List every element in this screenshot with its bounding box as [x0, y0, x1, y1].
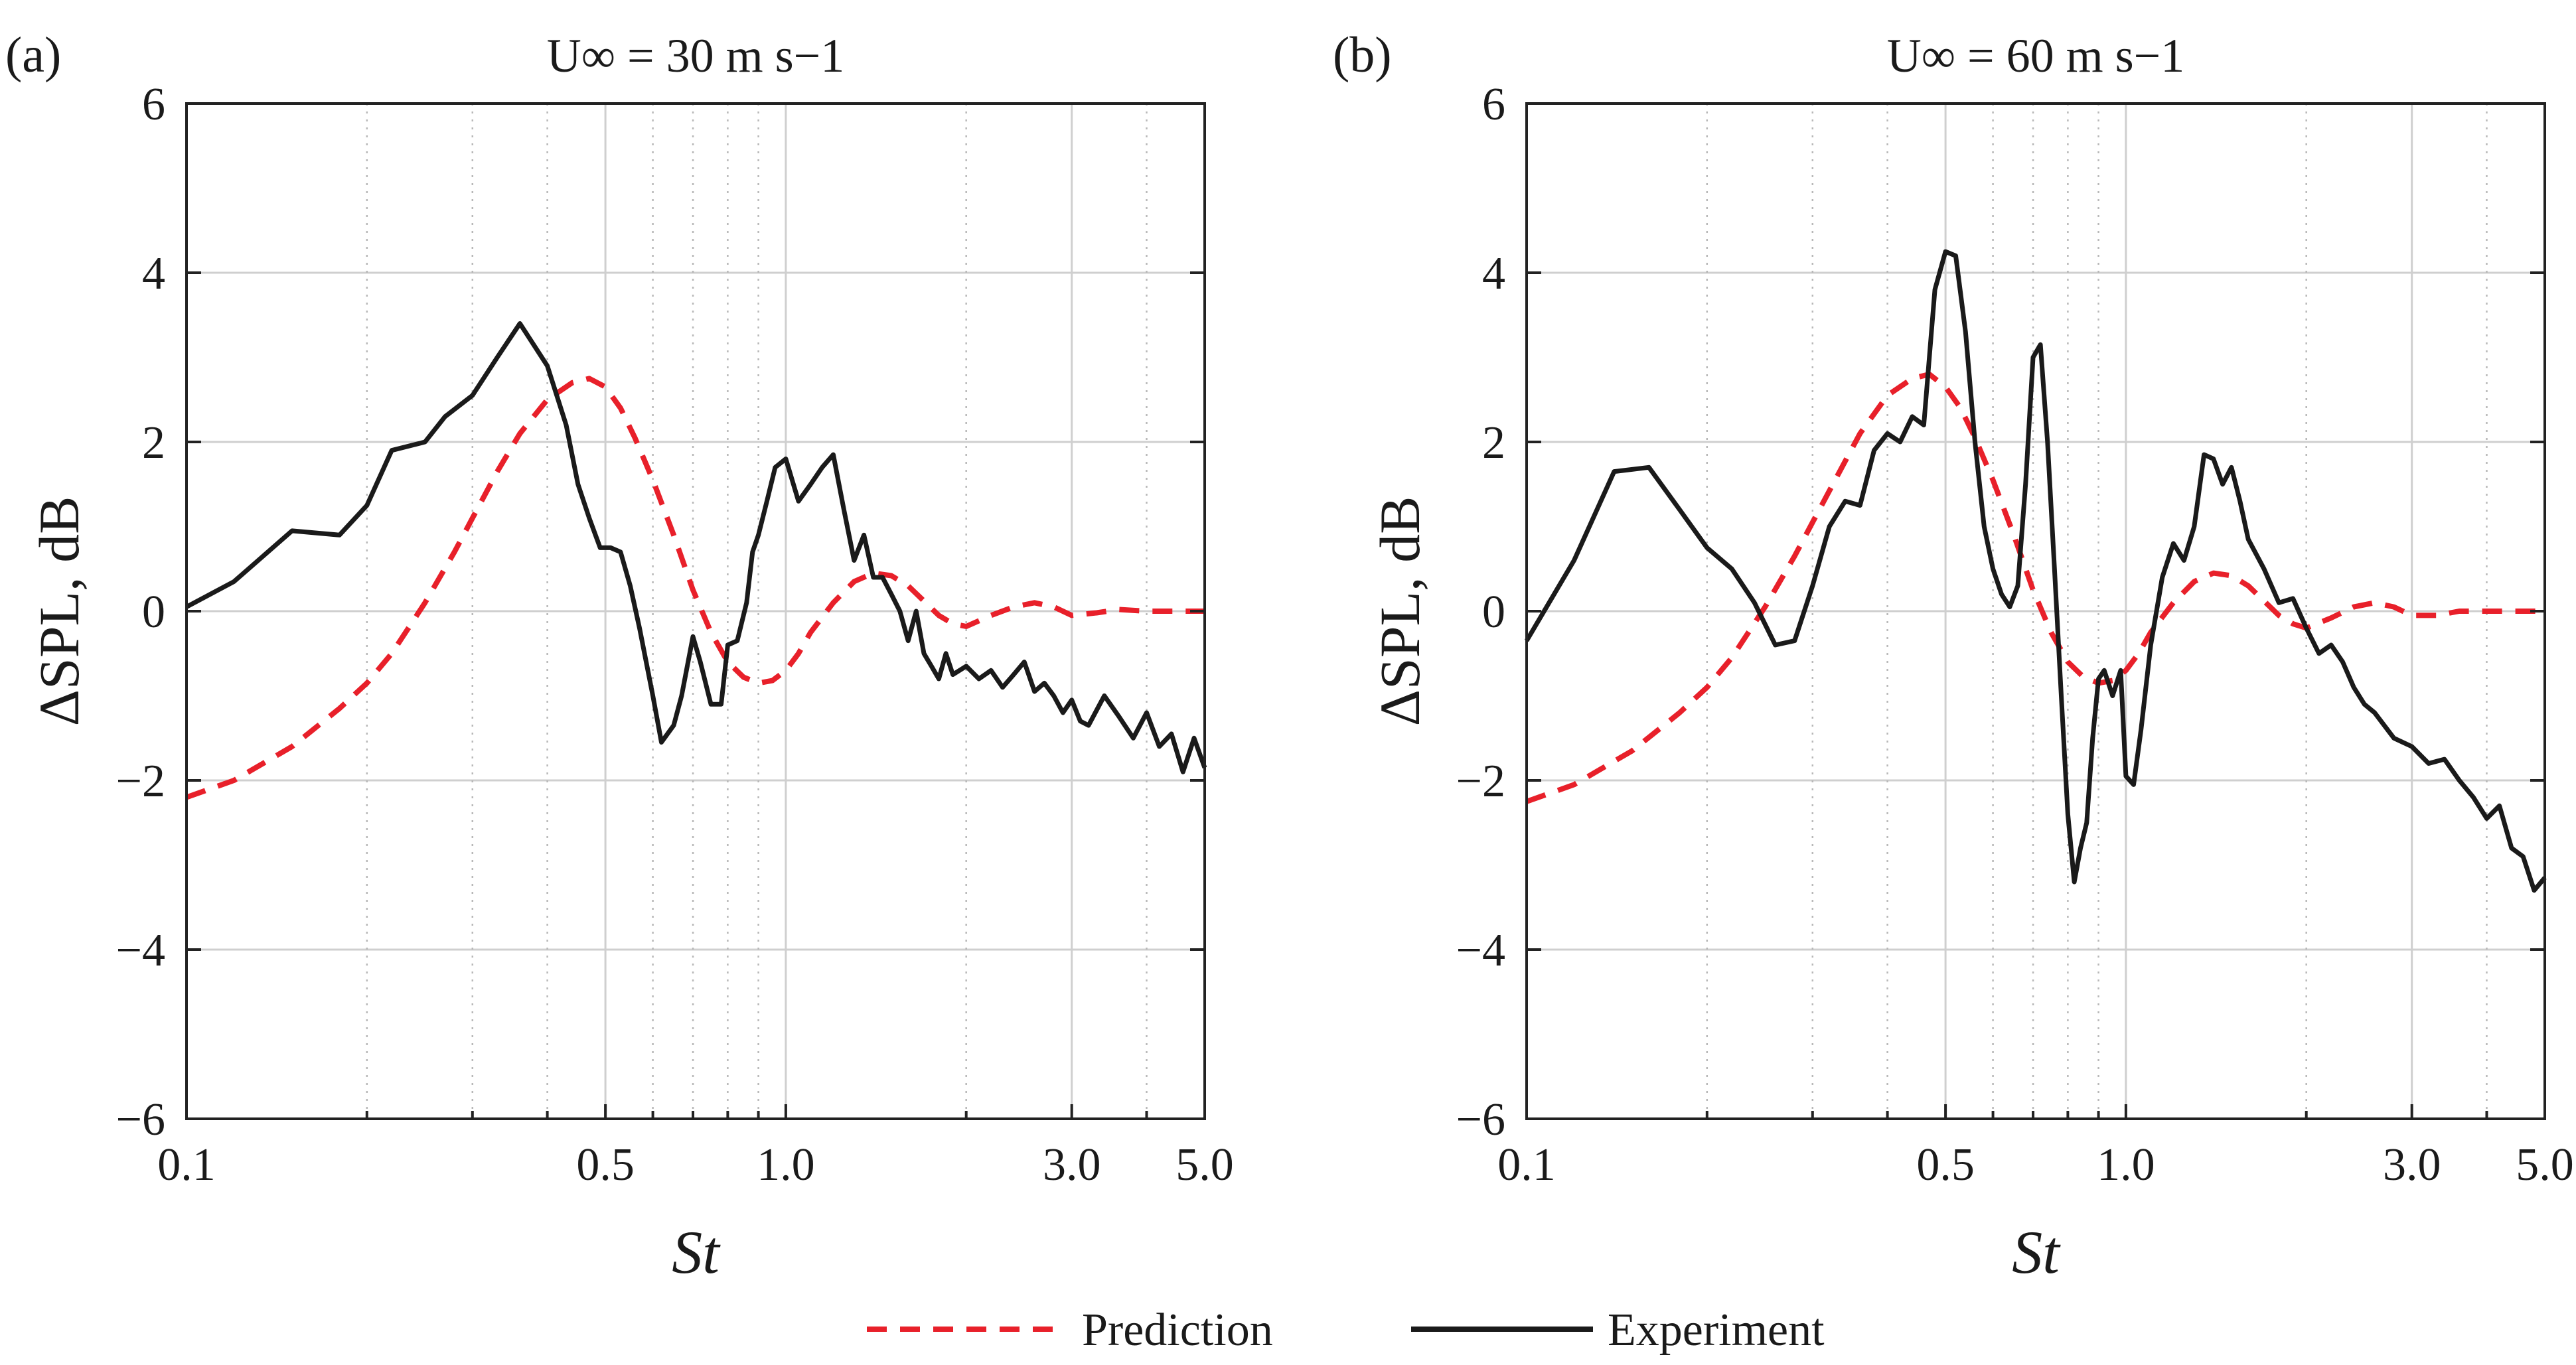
panel-b-ylabel: ΔSPL, dB: [1368, 496, 1432, 727]
y-tick-label: −4: [1456, 925, 1505, 976]
x-tick-label: 1.0: [2097, 1139, 2155, 1190]
panel-a: −6 −4 −2 0 2 4 6 0.1 0.5 1.0 3.0 5.0 (a) U∞ = 30 m …: [5, 27, 1234, 1286]
panel-a-xlabel: St: [672, 1218, 721, 1286]
legend-prediction-label: Prediction: [1082, 1305, 1273, 1356]
y-tick-label: −4: [116, 925, 165, 976]
x-tick-label: 3.0: [1043, 1139, 1101, 1190]
experiment-series-line: [1524, 249, 2547, 893]
x-tick-label: 0.5: [1916, 1139, 1975, 1190]
x-tick-label: 1.0: [757, 1139, 815, 1190]
legend: Prediction Experiment: [867, 1305, 1825, 1356]
panel-b-ticks: −6 −4 −2 0 2 4 6 0.1 0.5 1.0 3.0 5.0: [1456, 79, 2574, 1190]
y-tick-label: 0: [1482, 587, 1505, 638]
panel-a-ticks: −6 −4 −2 0 2 4 6 0.1 0.5 1.0 3.0 5.0: [116, 79, 1234, 1190]
y-tick-label: 2: [1482, 417, 1505, 468]
y-tick-label: 6: [142, 79, 165, 130]
panel-b-series: [1524, 249, 2547, 893]
panel-a-label: (a): [5, 27, 61, 83]
x-tick-label: 5.0: [2516, 1139, 2574, 1190]
panel-a-series: [185, 321, 1207, 800]
panel-b-label: (b): [1333, 27, 1392, 83]
y-tick-label: 2: [142, 417, 165, 468]
x-tick-label: 5.0: [1175, 1139, 1234, 1190]
y-tick-label: 4: [1482, 248, 1505, 299]
y-tick-label: 6: [1482, 79, 1505, 130]
experiment-series-line: [185, 321, 1207, 774]
y-tick-label: 0: [142, 587, 165, 638]
panel-a-grid: [185, 102, 1206, 1120]
x-tick-label: 0.5: [576, 1139, 635, 1190]
x-tick-label: 0.1: [1497, 1139, 1556, 1190]
y-tick-label: −6: [1456, 1094, 1505, 1145]
panel-b: −6 −4 −2 0 2 4 6 0.1 0.5 1.0 3.0 5.0 (b) U∞ = 60 m …: [1333, 27, 2574, 1286]
panel-a-ylabel: ΔSPL, dB: [27, 496, 91, 727]
y-tick-label: −2: [1456, 756, 1505, 807]
prediction-series-line: [185, 376, 1205, 800]
panel-b-xlabel: St: [2012, 1218, 2061, 1286]
x-tick-label: 3.0: [2383, 1139, 2441, 1190]
y-tick-label: −6: [116, 1094, 165, 1145]
x-tick-label: 0.1: [157, 1139, 216, 1190]
legend-experiment-label: Experiment: [1608, 1305, 1825, 1356]
panel-b-grid: [1525, 102, 2546, 1120]
panel-b-title: U∞ = 60 m s−1: [1887, 29, 2185, 82]
panel-a-title: U∞ = 30 m s−1: [547, 29, 845, 82]
y-tick-label: 4: [142, 248, 165, 299]
y-tick-label: −2: [116, 756, 165, 807]
